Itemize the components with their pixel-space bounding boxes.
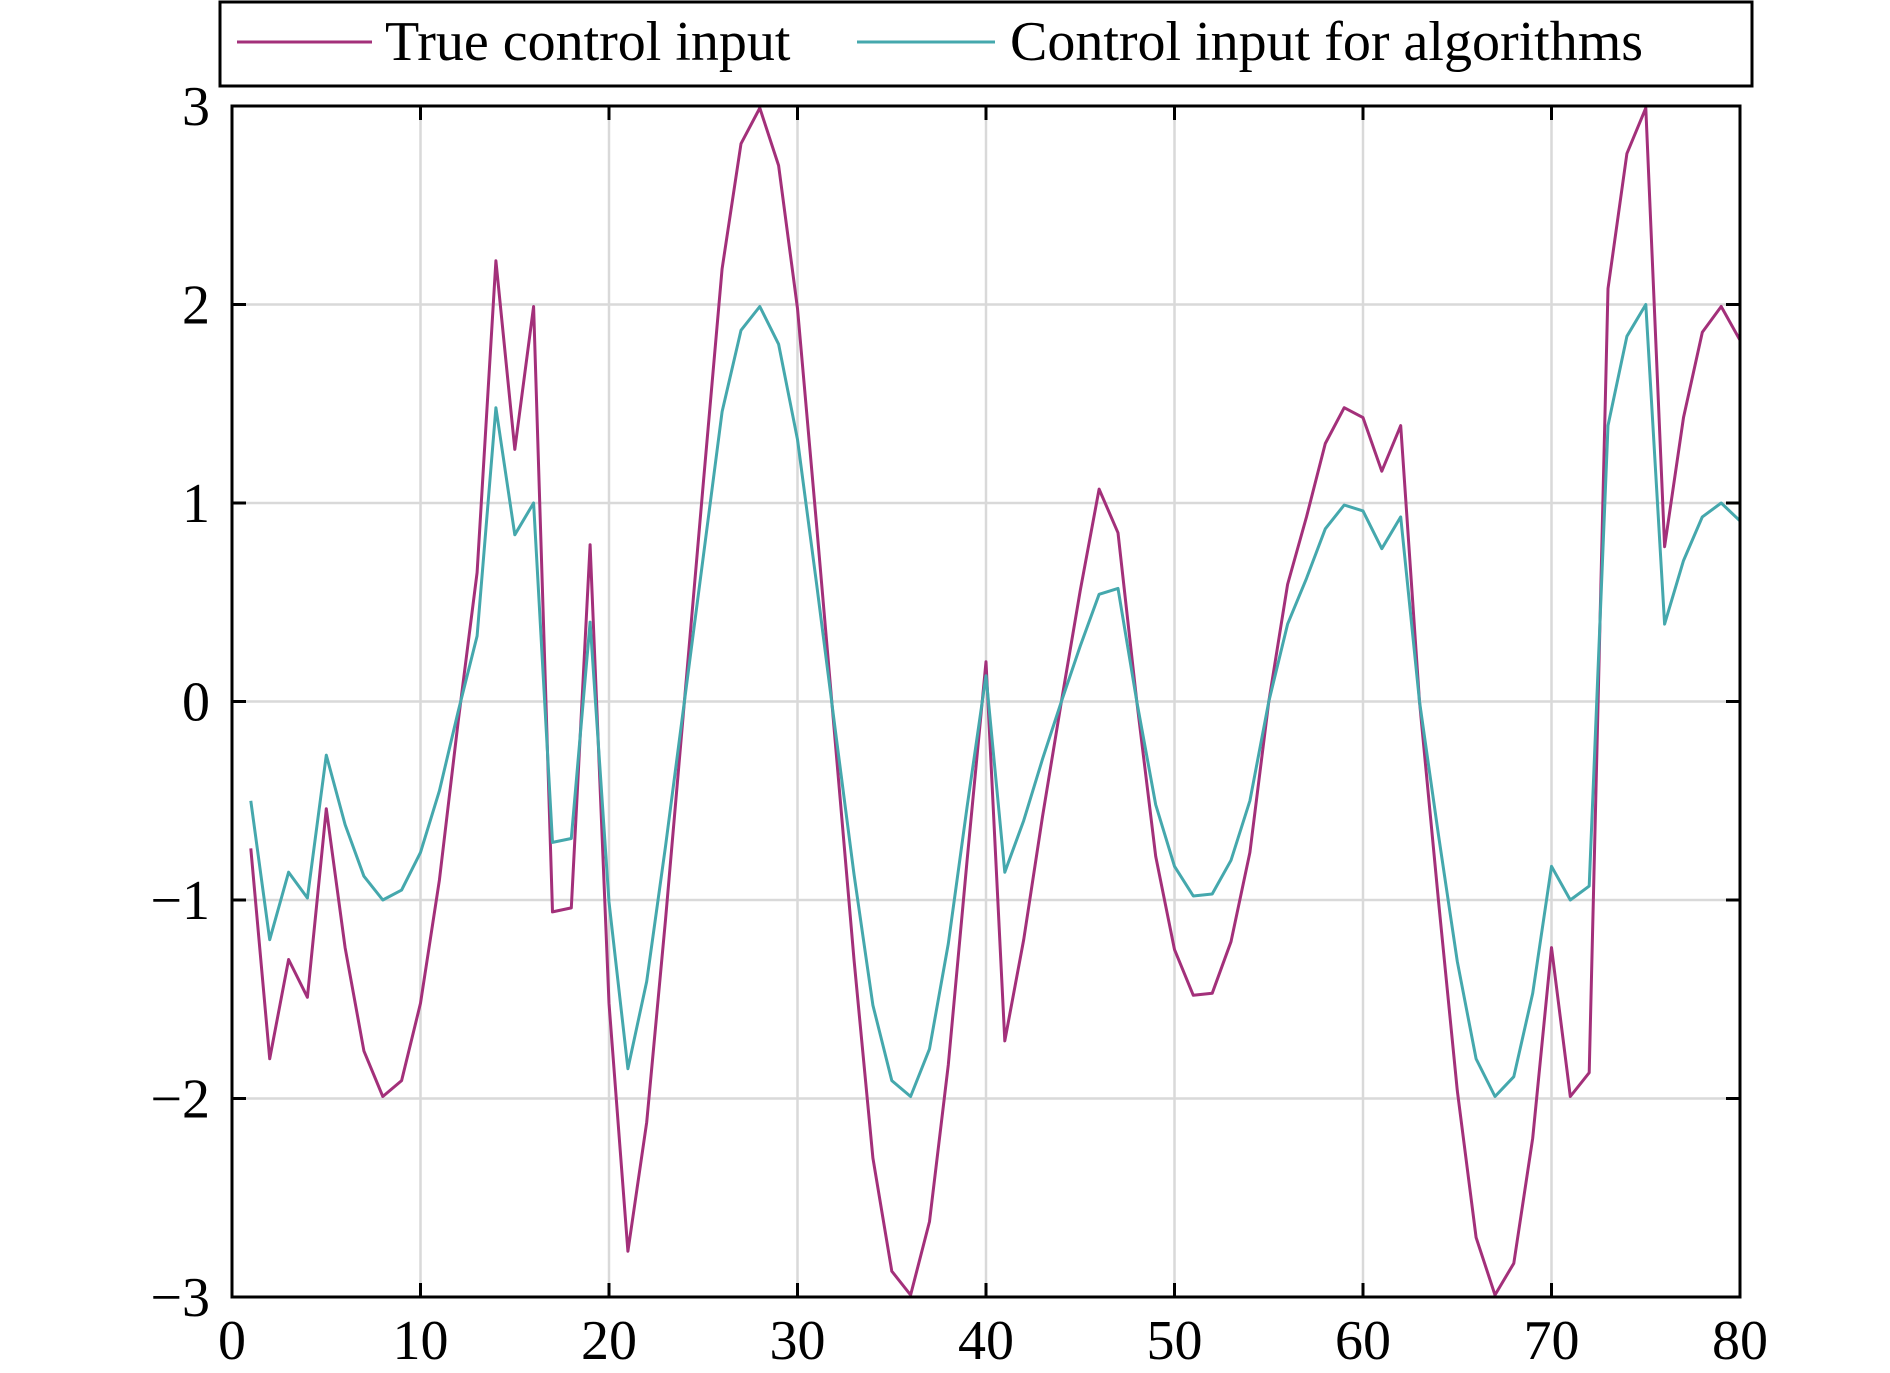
x-tick-label: 60 [1335, 1310, 1391, 1372]
x-axis-tick-labels: 0 10 20 30 40 50 60 70 80 [218, 1310, 1768, 1372]
y-tick-label: −2 [150, 1069, 210, 1131]
x-tick-label: 30 [770, 1310, 826, 1372]
y-tick-label: −3 [150, 1267, 210, 1329]
series-line-control-input-for-algorithms [249, 303, 1740, 1098]
x-tick-label: 80 [1712, 1310, 1768, 1372]
x-tick-label: 10 [393, 1310, 449, 1372]
y-axis-tick-labels: −3 −2 −1 0 1 2 3 [150, 76, 210, 1329]
legend-label-control-input-for-algorithms: Control input for algorithms [1010, 11, 1643, 73]
x-tick-label: 20 [581, 1310, 637, 1372]
x-tick-label: 0 [218, 1310, 246, 1372]
x-tick-label: 70 [1524, 1310, 1580, 1372]
y-tick-label: 2 [182, 275, 210, 337]
axis-ticks [230, 104, 1742, 1299]
x-tick-label: 50 [1147, 1310, 1203, 1372]
y-tick-label: −1 [150, 870, 210, 932]
legend-box [218, 0, 1754, 88]
legend: True control input Control input for alg… [218, 0, 1754, 88]
legend-label-true-control-input: True control input [385, 11, 791, 73]
y-tick-label: 0 [182, 672, 210, 734]
x-tick-label: 40 [958, 1310, 1014, 1372]
y-tick-label: 3 [182, 76, 210, 138]
series-line-true-control-input [249, 106, 1740, 1297]
series-lines [249, 106, 1740, 1297]
y-tick-label: 1 [182, 473, 210, 535]
